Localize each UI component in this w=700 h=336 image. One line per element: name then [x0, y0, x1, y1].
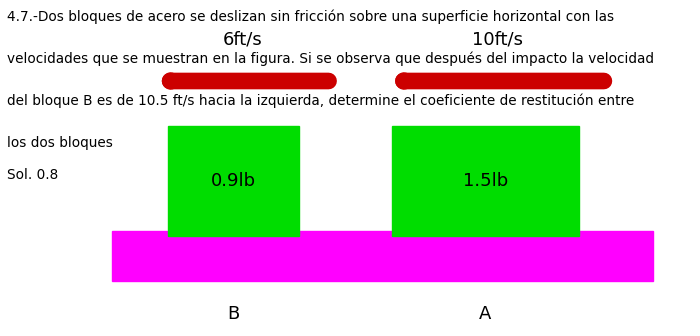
Text: 10ft/s: 10ft/s — [472, 30, 522, 48]
Text: 6ft/s: 6ft/s — [223, 30, 262, 48]
Text: los dos bloques: los dos bloques — [8, 136, 113, 150]
Bar — [112, 231, 653, 281]
Text: velocidades que se muestran en la figura. Si se observa que después del impacto : velocidades que se muestran en la figura… — [8, 52, 655, 67]
Text: B: B — [228, 305, 239, 323]
Text: 0.9lb: 0.9lb — [211, 172, 256, 190]
Bar — [392, 126, 579, 236]
Text: A: A — [479, 305, 491, 323]
Bar — [168, 126, 299, 236]
Text: Sol. 0.8: Sol. 0.8 — [8, 168, 59, 182]
Text: 1.5lb: 1.5lb — [463, 172, 508, 190]
Text: del bloque B es de 10.5 ft/s hacia la izquierda, determine el coeficiente de res: del bloque B es de 10.5 ft/s hacia la iz… — [8, 94, 635, 109]
Text: 4.7.-Dos bloques de acero se deslizan sin fricción sobre una superficie horizont: 4.7.-Dos bloques de acero se deslizan si… — [8, 10, 615, 25]
